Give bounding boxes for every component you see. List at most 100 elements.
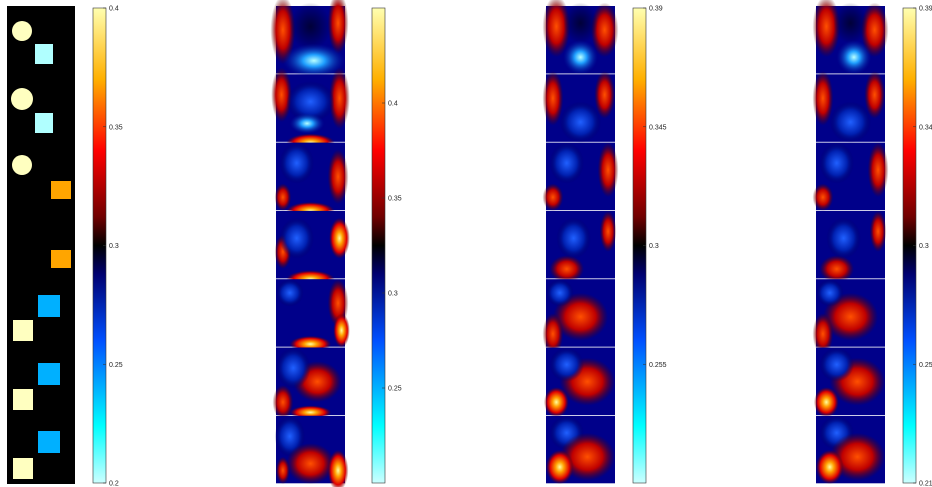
- square-inclusion: [38, 363, 60, 385]
- circle-inclusion: [12, 155, 32, 175]
- tile-blob: [274, 183, 292, 211]
- colorbar-4: 0.39 0.345 0.3 0.255 0.21: [902, 6, 932, 487]
- tile-blob: [559, 101, 602, 143]
- tile-blob: [289, 113, 325, 134]
- tile-blob: [552, 292, 609, 341]
- tile-blob: [543, 387, 569, 418]
- tile-blob: [549, 142, 584, 184]
- reconstruction-tile: [274, 415, 349, 487]
- tile-blob: [819, 255, 854, 283]
- reconstruction-tile: [546, 415, 616, 485]
- reconstruction-column-a: [270, 0, 350, 487]
- reconstruction-tile: [272, 347, 345, 420]
- tile-blob: [594, 70, 616, 119]
- reconstruction-tile: [813, 347, 886, 418]
- colorbar-3: 0.39 0.345 0.3 0.255: [632, 6, 667, 484]
- tile-blob: [289, 2, 332, 51]
- reconstruction-tile: [546, 210, 617, 283]
- colorbar-gradient: [371, 7, 386, 484]
- colorbar-tick-label: 0.25: [109, 362, 123, 369]
- tile-blob: [546, 279, 574, 307]
- colorbar-tick-label: 0.21: [919, 481, 932, 487]
- tile-blob: [276, 456, 290, 485]
- reconstruction-tile: [274, 210, 350, 289]
- tile-blob: [279, 217, 314, 259]
- reconstruction-tile: [276, 279, 350, 353]
- tile-blob: [270, 0, 296, 65]
- tile-blob: [327, 449, 349, 487]
- colorbar-tick-label: 0.39: [919, 6, 932, 13]
- inclusions: [11, 21, 71, 479]
- tile-blob: [563, 2, 598, 44]
- tile-blob: [816, 449, 844, 485]
- colorbar-tick-label: 0.25: [388, 386, 402, 393]
- colorbar-tick-label: 0.4: [388, 101, 398, 108]
- colorbar-tick-label: 0.255: [919, 362, 932, 369]
- tile-blob: [826, 217, 861, 259]
- tile-blob: [816, 279, 844, 307]
- ground-truth-column: [7, 6, 75, 484]
- tile-blob: [590, 2, 619, 58]
- tile-blob: [869, 210, 887, 252]
- reconstruction-tile: [812, 142, 889, 211]
- square-inclusion: [13, 458, 33, 479]
- reconstruction-tile: [270, 0, 349, 78]
- tile-blob: [329, 67, 350, 129]
- tile-blob: [813, 387, 839, 418]
- square-inclusion: [35, 113, 53, 133]
- tile-blob: [329, 217, 350, 259]
- tile-blob: [599, 210, 617, 252]
- tile-blob: [542, 0, 571, 58]
- reconstruction-tile: [816, 210, 887, 283]
- reconstruction-tile: [812, 70, 886, 143]
- tile-blob: [286, 443, 335, 485]
- reconstruction-tile: [812, 279, 885, 355]
- reconstruction-column-b: [542, 0, 619, 485]
- colorbar-tick-label: 0.3: [109, 243, 119, 250]
- tile-blob: [542, 70, 564, 126]
- reconstruction-tile: [542, 0, 619, 75]
- tile-blob: [542, 313, 564, 355]
- reconstruction-tile: [542, 142, 619, 211]
- tile-blob: [829, 101, 872, 143]
- colorbar-tick-label: 0.3: [388, 291, 398, 298]
- tile-blob: [860, 2, 889, 58]
- tile-blob: [819, 142, 854, 184]
- colorbar-tick-label: 0.255: [649, 362, 667, 369]
- colorbar-tick-label: 0.3: [919, 243, 929, 250]
- square-inclusion: [38, 431, 60, 453]
- colorbar-tick-label: 0.345: [649, 124, 667, 131]
- reconstruction-tile: [542, 70, 616, 143]
- colorbar-tick-label: 0.3: [649, 243, 659, 250]
- reconstruction-tile: [543, 347, 616, 418]
- tile-blob: [867, 142, 889, 198]
- square-inclusion: [38, 295, 60, 317]
- square-inclusion: [13, 320, 33, 341]
- ground-truth-background: [7, 6, 75, 484]
- reconstruction-tile: [542, 279, 615, 355]
- tile-blob: [542, 183, 564, 211]
- tile-blob: [546, 449, 574, 485]
- colorbar-tick-label: 0.35: [388, 196, 402, 203]
- colorbar-tick-label: 0.39: [649, 6, 663, 13]
- tile-blob: [829, 432, 886, 481]
- tile-blob: [864, 70, 886, 119]
- circle-inclusion: [11, 88, 33, 110]
- tile-blob: [276, 279, 304, 307]
- tile-blob: [279, 142, 314, 184]
- reconstruction-tile: [271, 67, 350, 152]
- tile-blob: [597, 142, 619, 198]
- square-inclusion: [35, 44, 53, 64]
- circle-inclusion: [12, 21, 32, 41]
- reconstruction-column-c: [812, 0, 889, 485]
- colorbar-tick-label: 0.345: [919, 124, 932, 131]
- tile-blob: [819, 347, 854, 382]
- square-inclusion: [51, 250, 71, 268]
- tile-blob: [282, 43, 346, 78]
- tile-blob: [822, 292, 879, 341]
- tile-blob: [836, 40, 872, 75]
- colorbar-1: 0.4 0.35 0.3 0.25 0.2: [92, 6, 123, 487]
- reconstruction-tile: [274, 142, 349, 220]
- colorbar-tick-label: 0.2: [109, 481, 119, 487]
